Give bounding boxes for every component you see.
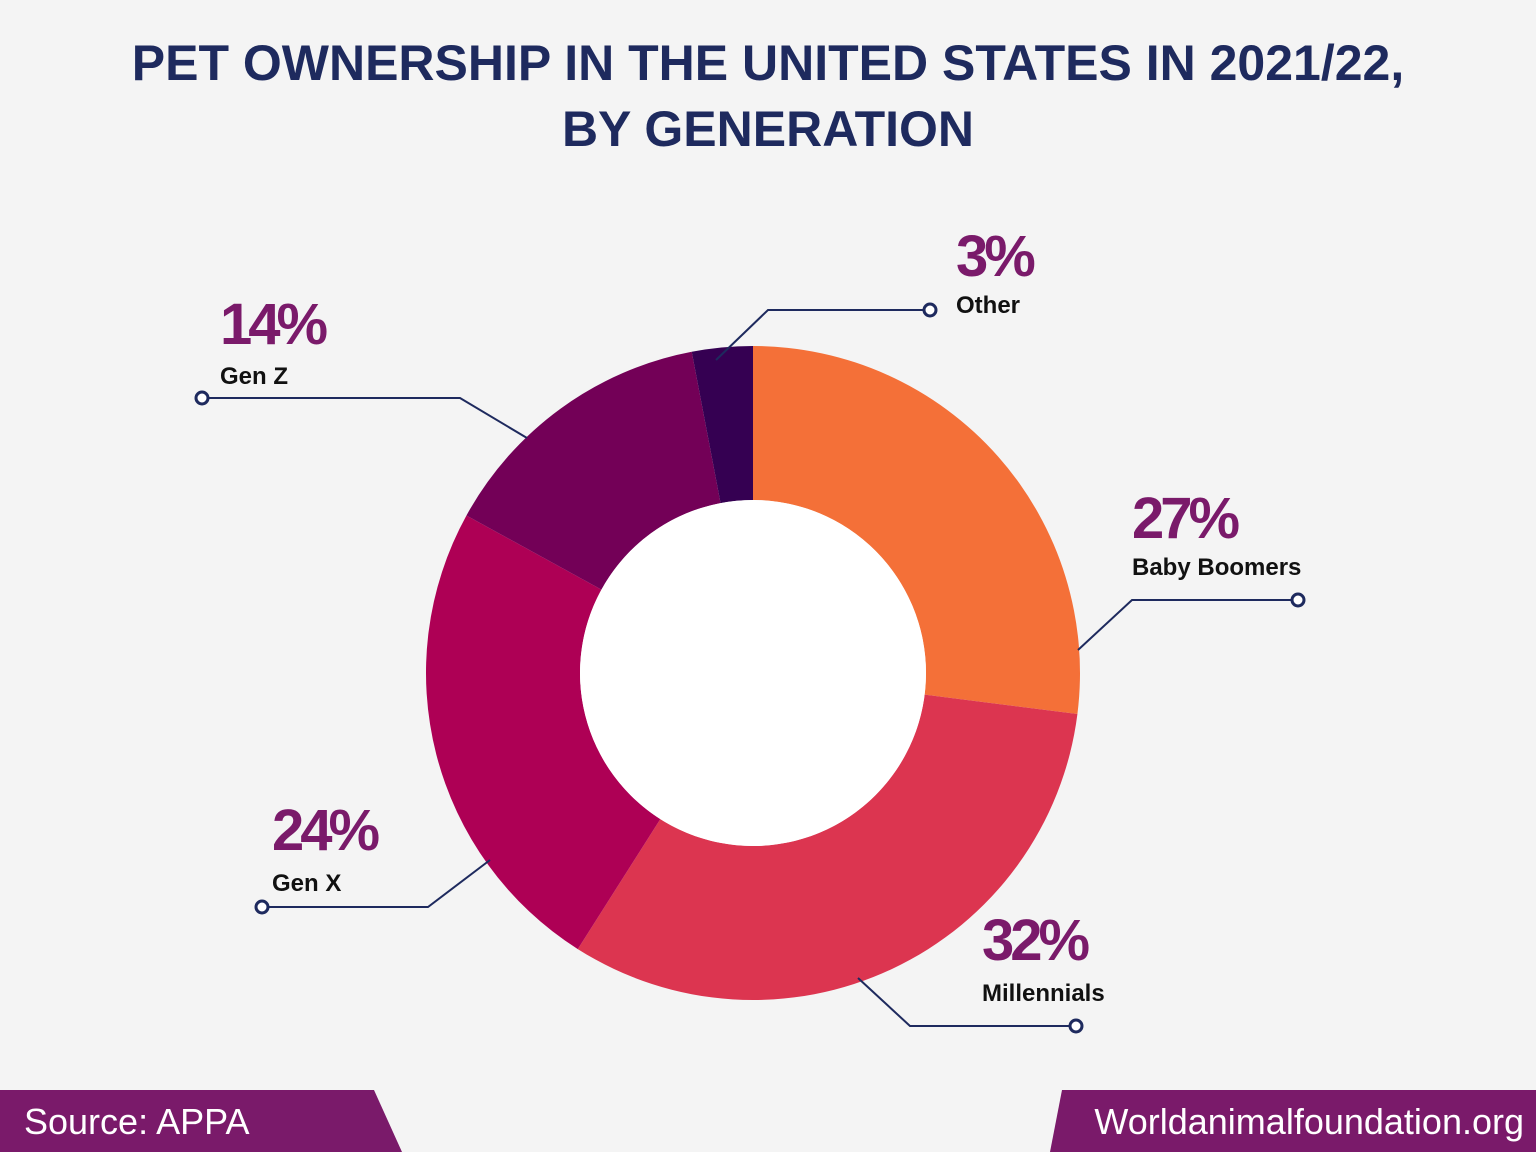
donut-slice — [753, 346, 1080, 714]
donut-slice — [426, 515, 661, 950]
footer-band — [0, 1090, 402, 1152]
leader-line — [262, 859, 491, 908]
category-label: Gen X — [272, 870, 341, 897]
chart-title: PET OWNERSHIP IN THE UNITED STATES IN 20… — [131, 35, 1405, 157]
category-label: Baby Boomers — [1132, 554, 1301, 581]
donut-slice — [466, 351, 721, 590]
donut-slice — [577, 694, 1078, 1000]
leader-line — [715, 309, 930, 361]
value-label: 14% — [220, 292, 328, 357]
leader-dot — [922, 302, 938, 318]
website: Worldanimalfoundation.org — [1094, 1101, 1524, 1142]
leader-dot — [194, 390, 210, 406]
leader-line — [1077, 599, 1298, 651]
value-label: 24% — [272, 798, 380, 863]
value-label: 3% — [956, 224, 1035, 289]
donut-hole — [580, 500, 926, 846]
leader-line — [857, 977, 1076, 1027]
category-label: Millennials — [982, 980, 1105, 1007]
leader-dot — [254, 899, 270, 915]
footer-band — [1050, 1090, 1536, 1152]
value-label: 27% — [1132, 486, 1240, 551]
category-label: Gen Z — [220, 363, 288, 390]
source: Source: APPA — [24, 1101, 249, 1142]
leader-dot — [1068, 1018, 1084, 1034]
leader-line — [202, 397, 528, 439]
leader-dot — [1290, 592, 1306, 608]
donut-slice — [691, 346, 753, 504]
category-label: Other — [956, 292, 1020, 319]
value-label: 32% — [982, 908, 1090, 973]
